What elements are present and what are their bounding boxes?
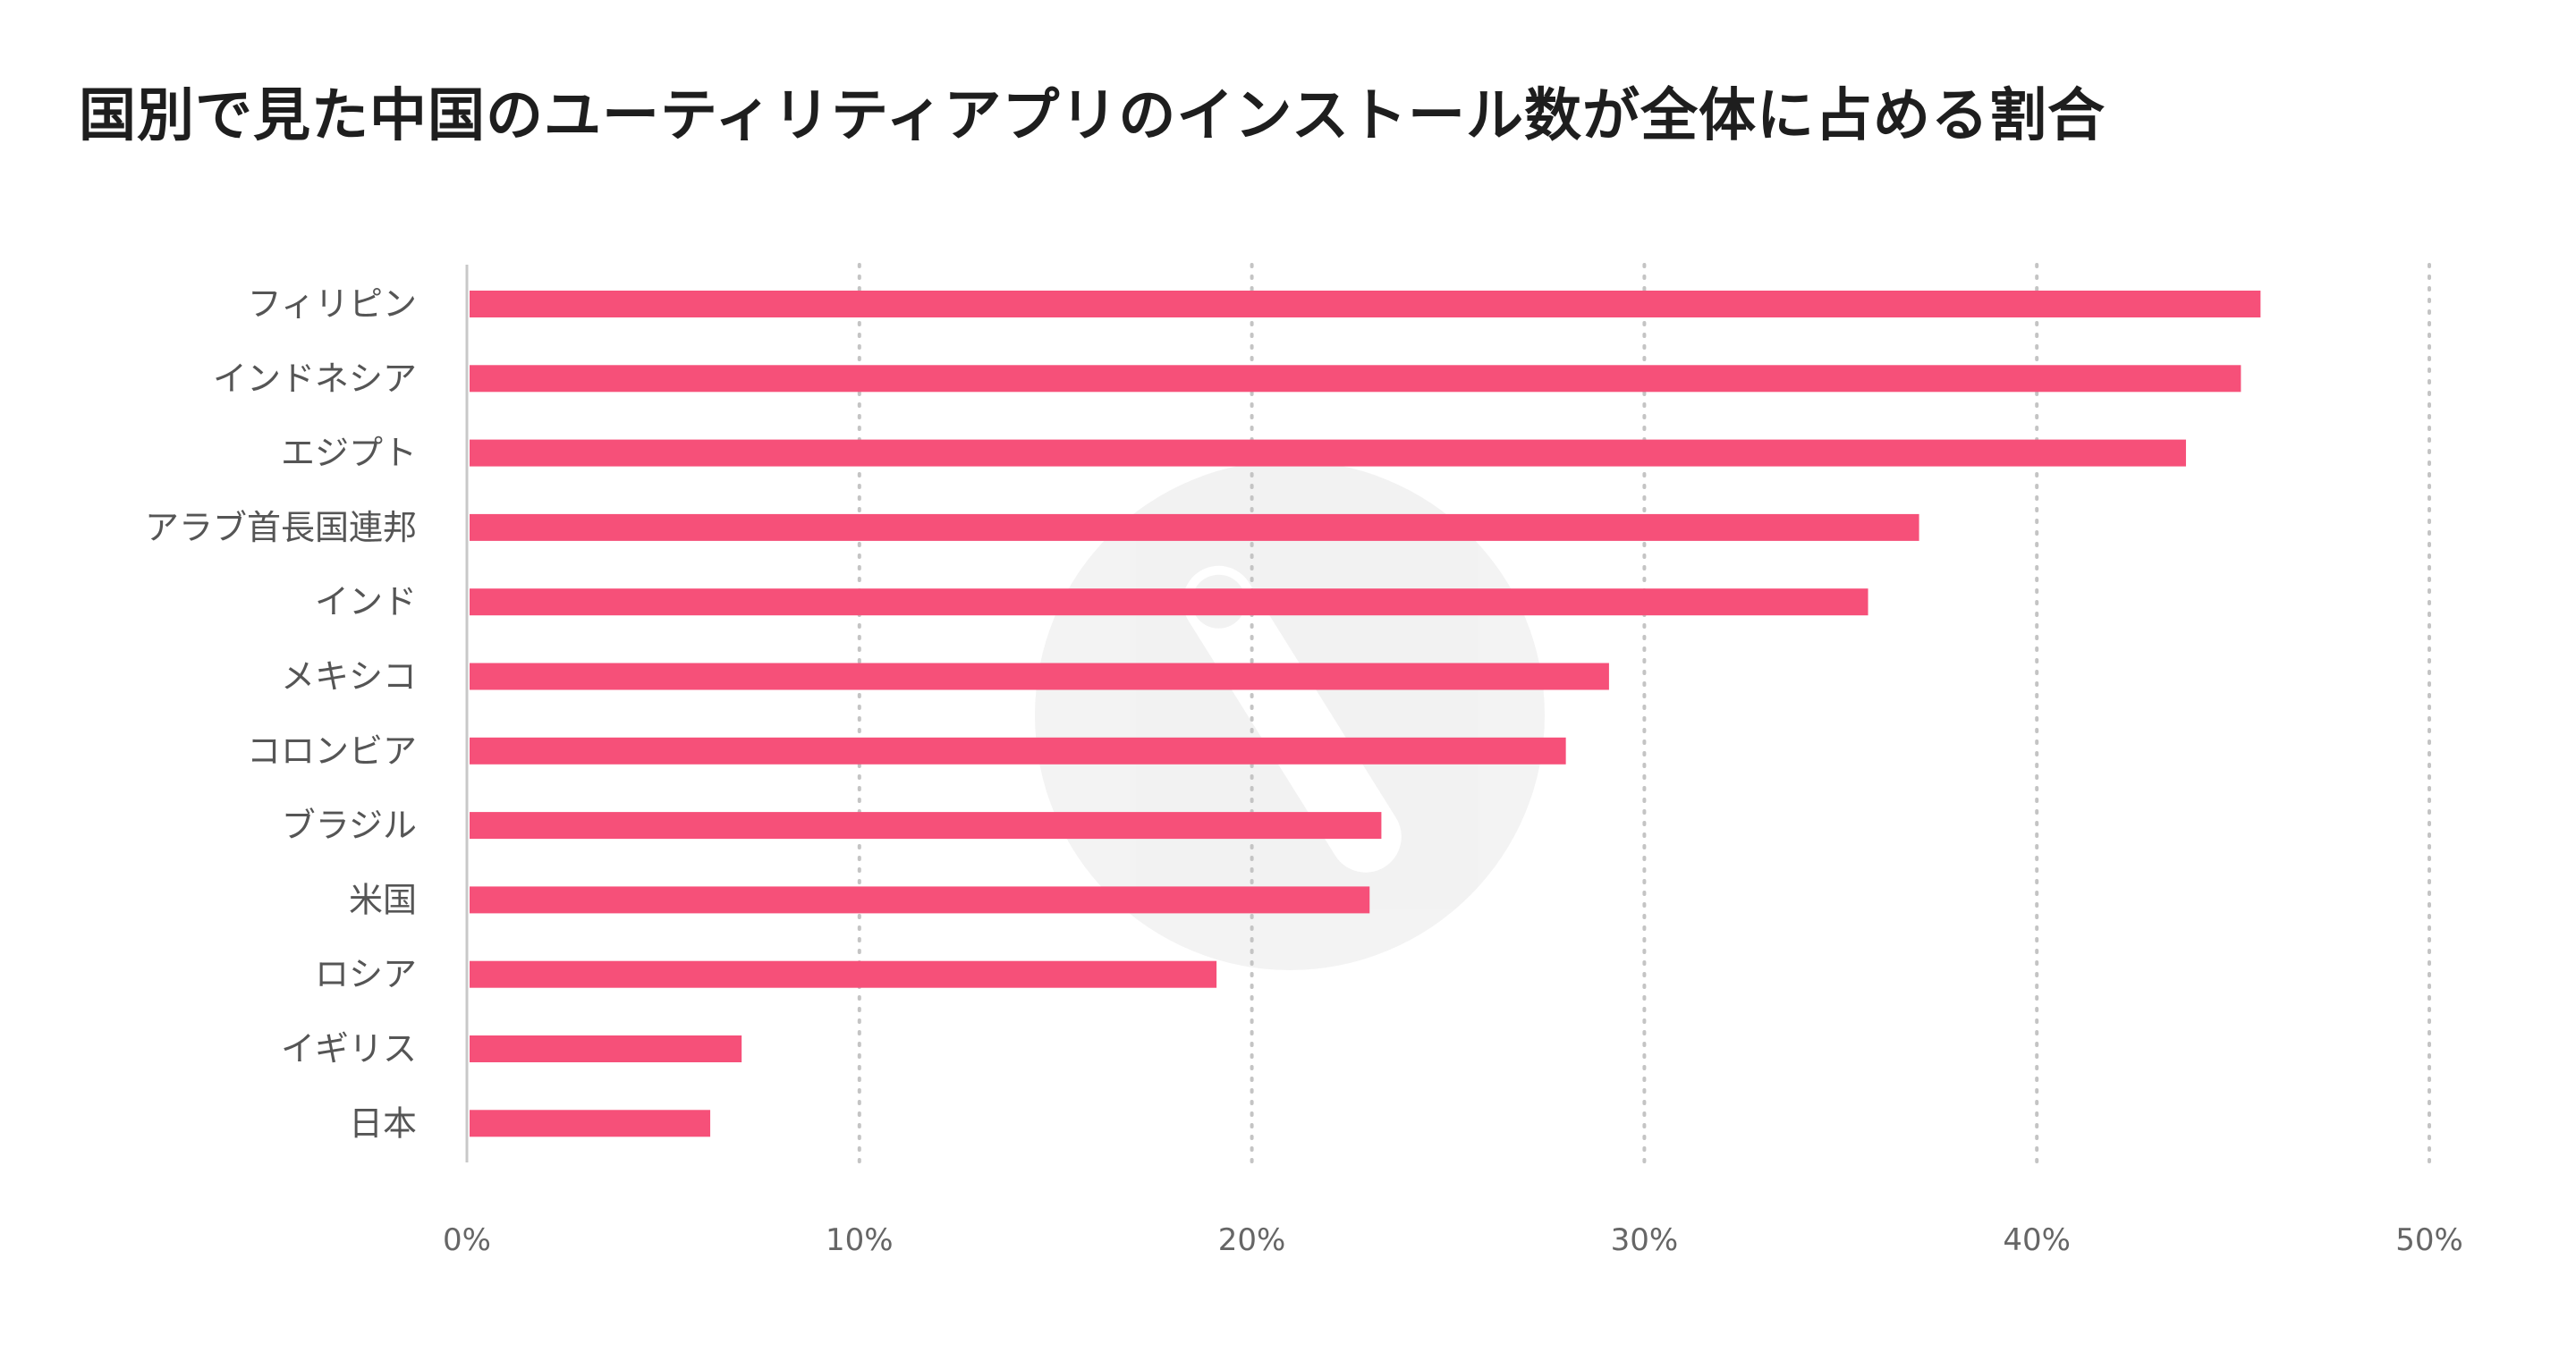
category-label: 日本 <box>349 1103 417 1143</box>
app-logo-watermark-icon <box>1035 461 1545 970</box>
category-label: インドネシア <box>213 359 417 398</box>
category-label: ロシア <box>315 955 417 994</box>
category-label: インド <box>315 582 417 621</box>
bar <box>470 960 1217 988</box>
x-tick-label: 30% <box>1611 1222 1679 1258</box>
category-label: ブラジル <box>282 806 417 845</box>
bar <box>470 812 1382 840</box>
bar <box>470 513 1919 541</box>
bar <box>470 737 1566 765</box>
bars <box>470 291 2261 1137</box>
x-tick-label: 20% <box>1218 1222 1286 1258</box>
category-label: コロンビア <box>247 731 417 771</box>
chart-title: 国別で見た中国のユーティリティアプリのインストール数が全体に占める割合 <box>79 83 2106 149</box>
category-label: エジプト <box>281 434 417 473</box>
bar <box>470 439 2186 467</box>
bar <box>470 1035 742 1062</box>
bar <box>470 291 2261 317</box>
x-tick-label: 0% <box>443 1222 491 1258</box>
category-label: メキシコ <box>281 657 417 697</box>
category-label: フィリピン <box>248 284 417 324</box>
category-label: イギリス <box>281 1029 417 1069</box>
category-labels: フィリピンインドネシアエジプトアラブ首長国連邦インドメキシココロンビアブラジル米… <box>145 284 417 1143</box>
x-tick-label: 40% <box>2003 1222 2071 1258</box>
bar <box>470 588 1868 616</box>
bar <box>470 663 1609 690</box>
x-tick-label: 50% <box>2395 1222 2463 1258</box>
grid-lines <box>857 263 2431 1164</box>
bar <box>470 886 1370 914</box>
x-tick-label: 10% <box>826 1222 894 1258</box>
bar <box>470 1110 711 1137</box>
bar <box>470 365 2241 393</box>
category-label: 米国 <box>349 880 417 919</box>
category-label: アラブ首長国連邦 <box>145 508 417 547</box>
x-axis-tick-labels: 0% 10% 20% 30% 40% 50% <box>443 1222 2463 1258</box>
